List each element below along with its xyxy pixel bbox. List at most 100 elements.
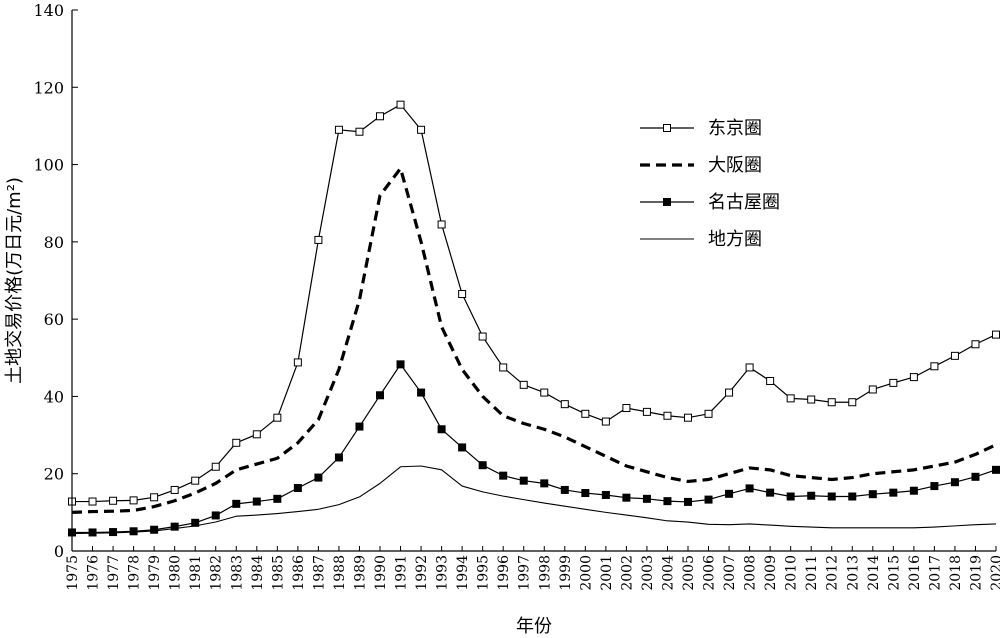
data-point	[663, 497, 672, 506]
data-point	[88, 528, 97, 537]
x-tick-label: 1992	[414, 555, 430, 591]
data-point	[211, 511, 220, 520]
data-point	[232, 438, 241, 447]
x-tick-label: 2012	[825, 555, 841, 591]
x-tick-label: 1999	[558, 555, 574, 591]
series-0	[68, 100, 1000, 506]
data-point	[642, 494, 651, 503]
x-tick-label: 1981	[188, 555, 204, 591]
data-point	[129, 496, 138, 505]
x-tick-label: 1994	[455, 555, 471, 591]
data-point	[499, 363, 508, 372]
data-point	[704, 495, 713, 504]
data-point	[191, 476, 200, 485]
x-tick-label: 2020	[989, 555, 1000, 591]
data-point	[334, 453, 343, 462]
data-point	[376, 391, 384, 400]
data-point	[293, 358, 302, 367]
series-line	[71, 166, 997, 514]
legend-item: 大阪圈	[640, 155, 762, 176]
x-tick-label: 2018	[948, 555, 964, 591]
data-point	[725, 489, 734, 498]
x-tick-label: 1986	[291, 555, 307, 591]
data-point	[88, 497, 97, 506]
x-tick-label: 1978	[127, 555, 143, 591]
data-point	[417, 125, 426, 134]
data-point	[560, 400, 569, 409]
x-tick-label: 2003	[640, 555, 656, 591]
data-point	[232, 499, 241, 508]
x-tick-label: 2019	[968, 555, 984, 591]
data-point	[930, 362, 939, 371]
data-point	[827, 398, 836, 407]
data-point	[766, 488, 775, 497]
data-point	[540, 388, 549, 397]
x-tick-label: 2011	[804, 555, 820, 591]
x-tick-label: 1976	[86, 555, 102, 591]
legend-label: 名古屋圈	[708, 192, 780, 213]
x-tick-label: 1983	[229, 555, 245, 591]
legend-label: 地方圈	[708, 229, 762, 250]
data-point	[478, 332, 487, 341]
x-tick-label: 1984	[250, 555, 266, 591]
data-point	[211, 462, 220, 471]
series-line	[71, 465, 997, 535]
x-axis-ticks: 1975 1976 1977 1978 1979 1980 1981 1982 1983 1984…	[65, 546, 1000, 591]
data-point	[684, 497, 692, 506]
y-tick-label: 60	[44, 310, 64, 329]
data-point	[725, 388, 734, 397]
data-point	[971, 472, 980, 481]
data-point	[396, 100, 405, 109]
data-point	[252, 430, 261, 439]
x-tick-label: 1993	[435, 555, 451, 591]
data-point	[314, 473, 323, 482]
x-tick-label: 1977	[106, 555, 122, 591]
data-point	[437, 425, 446, 434]
x-tick-label: 1996	[496, 555, 512, 591]
x-tick-label: 2008	[743, 555, 759, 591]
x-tick-label: 1979	[147, 555, 163, 591]
data-point	[417, 388, 426, 397]
data-point	[581, 489, 590, 498]
data-point	[273, 494, 282, 503]
data-point	[684, 413, 692, 422]
x-tick-label: 2013	[845, 555, 861, 591]
data-point	[499, 471, 508, 480]
x-tick-label: 1987	[311, 555, 327, 591]
data-point	[786, 394, 795, 403]
x-tick-label: 2002	[619, 555, 635, 591]
x-tick-label: 2015	[886, 555, 902, 591]
data-point	[458, 290, 467, 299]
data-point	[807, 491, 816, 500]
data-point	[376, 112, 384, 121]
x-tick-label: 2007	[722, 555, 738, 591]
y-tick-label: 0	[54, 542, 64, 561]
data-point	[827, 492, 836, 501]
data-point	[622, 493, 631, 502]
data-point	[519, 476, 528, 485]
x-tick-label: 1997	[517, 555, 533, 591]
data-point	[971, 340, 980, 349]
data-point	[355, 422, 364, 431]
legend-item: 东京圈	[640, 118, 762, 139]
legend-item: 地方圈	[640, 229, 762, 250]
data-point	[745, 363, 754, 372]
data-point	[581, 409, 590, 418]
data-point	[909, 486, 918, 495]
x-tick-label: 1988	[332, 555, 348, 591]
x-tick-label: 2000	[578, 555, 594, 591]
x-tick-label: 1991	[394, 555, 410, 591]
data-point	[252, 497, 261, 506]
x-tick-label: 2017	[927, 555, 943, 591]
legend-item: 名古屋圈	[640, 192, 780, 213]
data-point	[909, 373, 918, 382]
data-point	[150, 525, 159, 534]
data-point	[786, 492, 795, 501]
data-point	[766, 376, 775, 385]
data-point	[437, 220, 446, 229]
series-1	[71, 166, 997, 514]
x-tick-label: 1989	[352, 555, 368, 591]
legend-marker	[663, 124, 671, 132]
legend-label: 东京圈	[708, 118, 762, 139]
